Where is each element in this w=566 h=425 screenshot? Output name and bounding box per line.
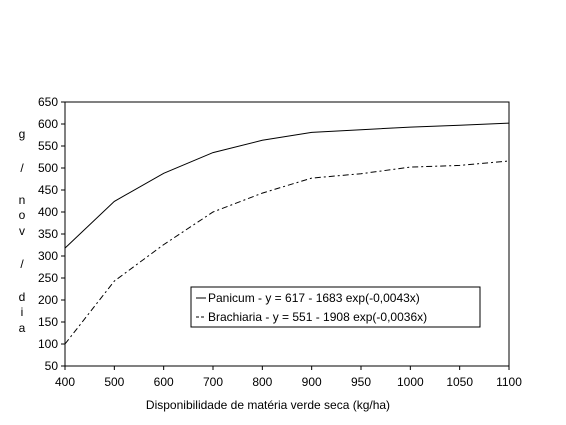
y-axis-label: g / nov / dia bbox=[19, 127, 26, 335]
series-layer bbox=[64, 122, 510, 345]
y-tick-label: 100 bbox=[38, 337, 58, 351]
x-tick-label: 950 bbox=[351, 375, 371, 389]
x-tick-label: 1100 bbox=[496, 375, 522, 389]
x-tick-label: 600 bbox=[154, 375, 174, 389]
y-tick-label: 300 bbox=[38, 249, 58, 263]
y-axis-label-letter: / bbox=[20, 257, 24, 271]
series-line-1 bbox=[64, 122, 510, 249]
y-tick-label: 550 bbox=[38, 139, 58, 153]
legend-entry-2: Brachiaria - y = 551 - 1908 exp(-0,0036x… bbox=[208, 310, 427, 324]
x-axis-label: Disponibilidade de matéria verde seca (k… bbox=[146, 398, 390, 412]
y-tick-label: 400 bbox=[38, 205, 58, 219]
y-axis-label-letter: a bbox=[19, 321, 26, 335]
x-tick-label: 1050 bbox=[446, 375, 473, 389]
y-tick-label: 450 bbox=[38, 183, 58, 197]
x-tick-label: 700 bbox=[203, 375, 223, 389]
y-tick-label: 500 bbox=[38, 161, 58, 175]
x-tick-label: 400 bbox=[55, 375, 75, 389]
y-axis-label-letter: n bbox=[19, 193, 26, 207]
y-axis-label-letter: / bbox=[20, 161, 24, 175]
y-axis-label-letter: g bbox=[19, 127, 26, 141]
x-tick-label: 1000 bbox=[397, 375, 424, 389]
y-axis: 50 100 150 200 250 300 350 400 450 500 550 600 650 bbox=[38, 95, 65, 373]
x-tick-label: 800 bbox=[252, 375, 272, 389]
y-axis-label-letter: o bbox=[19, 208, 26, 222]
y-axis-label-letter: i bbox=[21, 305, 24, 319]
legend-entry-1: Panicum - y = 617 - 1683 exp(-0,0043x) bbox=[208, 291, 420, 305]
x-axis: 400 500 600 700 800 900 950 1000 1050 1100 bbox=[55, 366, 522, 389]
y-tick-label: 350 bbox=[38, 227, 58, 241]
y-axis-label-letter: d bbox=[19, 290, 26, 304]
y-tick-label: 150 bbox=[38, 315, 58, 329]
x-tick-label: 500 bbox=[104, 375, 124, 389]
x-tick-label: 900 bbox=[302, 375, 322, 389]
legend: Panicum - y = 617 - 1683 exp(-0,0043x) Br… bbox=[190, 286, 481, 328]
y-tick-label: 200 bbox=[38, 293, 58, 307]
legend-box bbox=[190, 286, 481, 328]
y-tick-label: 650 bbox=[38, 95, 58, 109]
y-tick-label: 250 bbox=[38, 271, 58, 285]
y-tick-label: 50 bbox=[45, 359, 59, 373]
y-tick-label: 600 bbox=[38, 117, 58, 131]
y-axis-label-letter: v bbox=[19, 224, 25, 238]
